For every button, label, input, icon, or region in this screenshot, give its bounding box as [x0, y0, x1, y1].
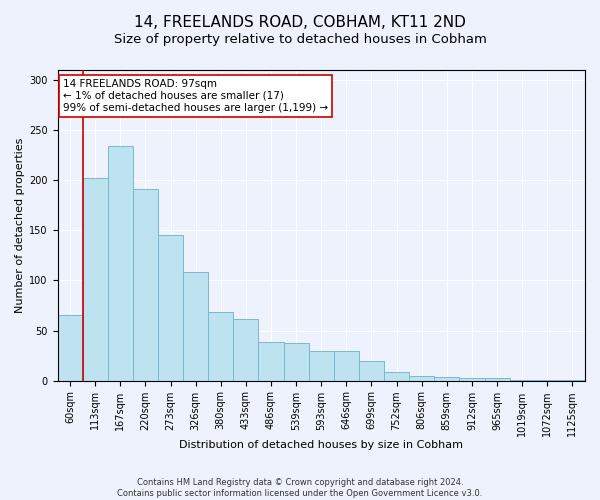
- Bar: [208, 312, 233, 380]
- Bar: [183, 272, 208, 380]
- Text: 14, FREELANDS ROAD, COBHAM, KT11 2ND: 14, FREELANDS ROAD, COBHAM, KT11 2ND: [134, 15, 466, 30]
- Bar: [58, 316, 83, 380]
- Bar: [259, 342, 284, 380]
- Bar: [158, 236, 183, 380]
- Bar: [108, 146, 133, 380]
- Bar: [83, 178, 108, 380]
- Text: Size of property relative to detached houses in Cobham: Size of property relative to detached ho…: [113, 32, 487, 46]
- Bar: [359, 360, 384, 380]
- Bar: [334, 350, 359, 380]
- Bar: [384, 372, 409, 380]
- Bar: [460, 378, 485, 380]
- Bar: [284, 342, 308, 380]
- Y-axis label: Number of detached properties: Number of detached properties: [15, 138, 25, 313]
- Text: 14 FREELANDS ROAD: 97sqm
← 1% of detached houses are smaller (17)
99% of semi-de: 14 FREELANDS ROAD: 97sqm ← 1% of detache…: [63, 80, 328, 112]
- Bar: [133, 189, 158, 380]
- Bar: [409, 376, 434, 380]
- Bar: [233, 320, 259, 380]
- Bar: [485, 378, 509, 380]
- Bar: [434, 376, 460, 380]
- X-axis label: Distribution of detached houses by size in Cobham: Distribution of detached houses by size …: [179, 440, 463, 450]
- Text: Contains HM Land Registry data © Crown copyright and database right 2024.
Contai: Contains HM Land Registry data © Crown c…: [118, 478, 482, 498]
- Bar: [308, 350, 334, 380]
